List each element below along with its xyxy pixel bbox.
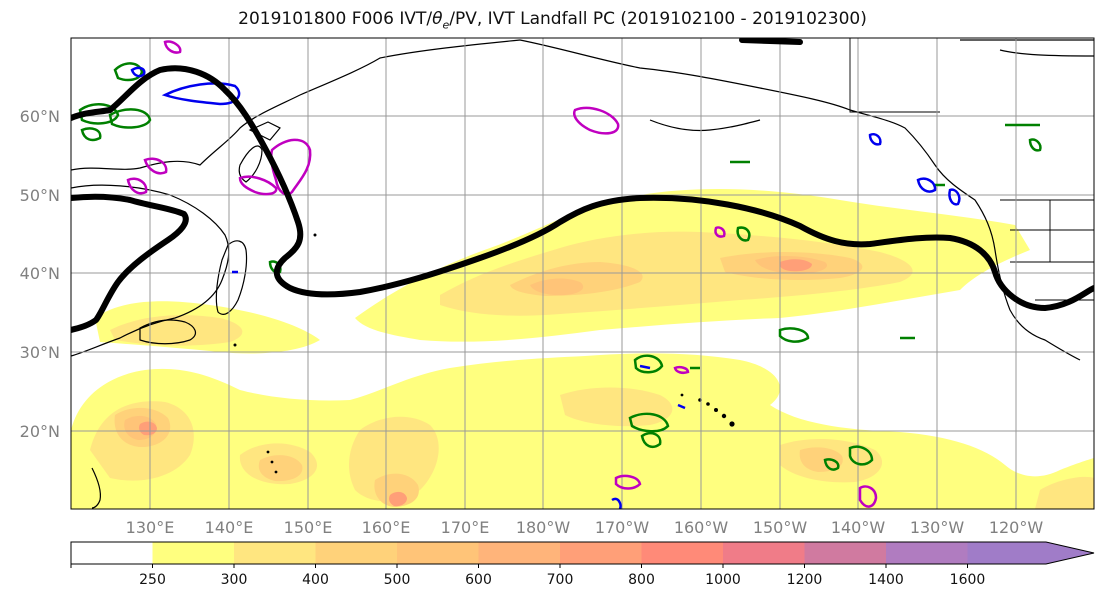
colorbar-outline	[70, 541, 1095, 565]
ivt-landfall-pc-contour	[71, 38, 1094, 333]
lon-label-150e: 150°E	[284, 518, 333, 537]
colorbar-segment	[560, 542, 642, 564]
lon-label-160e: 160°E	[362, 518, 411, 537]
colorbar-tick-label: 500	[384, 572, 411, 588]
colorbar-segment	[152, 542, 235, 564]
colorbar-segment	[723, 542, 805, 564]
lon-labels: 130°E 140°E 150°E 160°E 170°E 180°W 170°…	[126, 518, 1044, 537]
colorbar-tick-label: 1600	[950, 572, 986, 588]
lon-label-130w: 130°W	[910, 518, 965, 537]
colorbar-segment	[234, 542, 316, 564]
lat-labels: 60°N 50°N 40°N 30°N 20°N	[20, 107, 60, 441]
lon-label-170e: 170°E	[441, 518, 490, 537]
lat-label-40n: 40°N	[20, 264, 60, 283]
title-theta: θ	[432, 9, 443, 29]
colorbar-segment	[478, 542, 561, 564]
lon-label-140w: 140°W	[831, 518, 886, 537]
lon-label-170w: 170°W	[595, 518, 650, 537]
colorbar-tick-label: 700	[547, 572, 574, 588]
lat-label-20n: 20°N	[20, 422, 60, 441]
colorbar-segment	[315, 542, 398, 564]
colorbar-tick-label: 1200	[787, 572, 823, 588]
lon-label-130e: 130°E	[126, 518, 175, 537]
colorbar-segment	[886, 542, 968, 564]
colorbar-labels: 250 300 400 500 600 700 800 1000 1200 1400 1600	[139, 572, 985, 588]
colorbar-tick-label: 800	[628, 572, 655, 588]
map-panel	[71, 38, 1094, 509]
title-prefix: 2019101800 F006 IVT/	[238, 9, 433, 29]
colorbar-tick-label: 300	[221, 572, 248, 588]
colorbar-ticks	[70, 564, 968, 568]
pv-blue-contours	[130, 66, 961, 509]
colorbar-tick-label: 600	[465, 572, 492, 588]
colorbar-segment	[397, 542, 479, 564]
lat-label-50n: 50°N	[20, 186, 60, 205]
title-theta-sub: e	[442, 18, 450, 32]
colorbar-tick-label: 1000	[705, 572, 741, 588]
lat-label-30n: 30°N	[20, 343, 60, 362]
lon-label-160w: 160°W	[674, 518, 729, 537]
colorbar-tick-label: 1400	[868, 572, 904, 588]
theta-e-contours	[78, 62, 1042, 471]
lon-label-180w: 180°W	[516, 518, 571, 537]
colorbar-segment	[804, 542, 887, 564]
lat-label-60n: 60°N	[20, 107, 60, 126]
graticule	[71, 38, 1094, 509]
lon-label-140e: 140°E	[205, 518, 254, 537]
lon-label-150w: 150°W	[753, 518, 808, 537]
colorbar-segments	[71, 542, 1094, 564]
colorbar-tick-label: 400	[302, 572, 329, 588]
colorbar-segment	[71, 542, 153, 564]
title-suffix: /PV, IVT Landfall PC (2019102100 - 20191…	[449, 9, 867, 29]
colorbar-segment	[641, 542, 724, 564]
colorbar-extend-arrow	[967, 542, 1094, 564]
colorbar-tick-label: 250	[139, 572, 166, 588]
map-title: 2019101800 F006 IVT/θe/PV, IVT Landfall …	[0, 9, 1105, 31]
colorbar: 250 300 400 500 600 700 800 1000 1200 1400 1600	[70, 541, 1095, 588]
ivt-band-600	[139, 259, 812, 507]
map-frame	[70, 37, 1095, 510]
lon-label-120w: 120°W	[989, 518, 1044, 537]
